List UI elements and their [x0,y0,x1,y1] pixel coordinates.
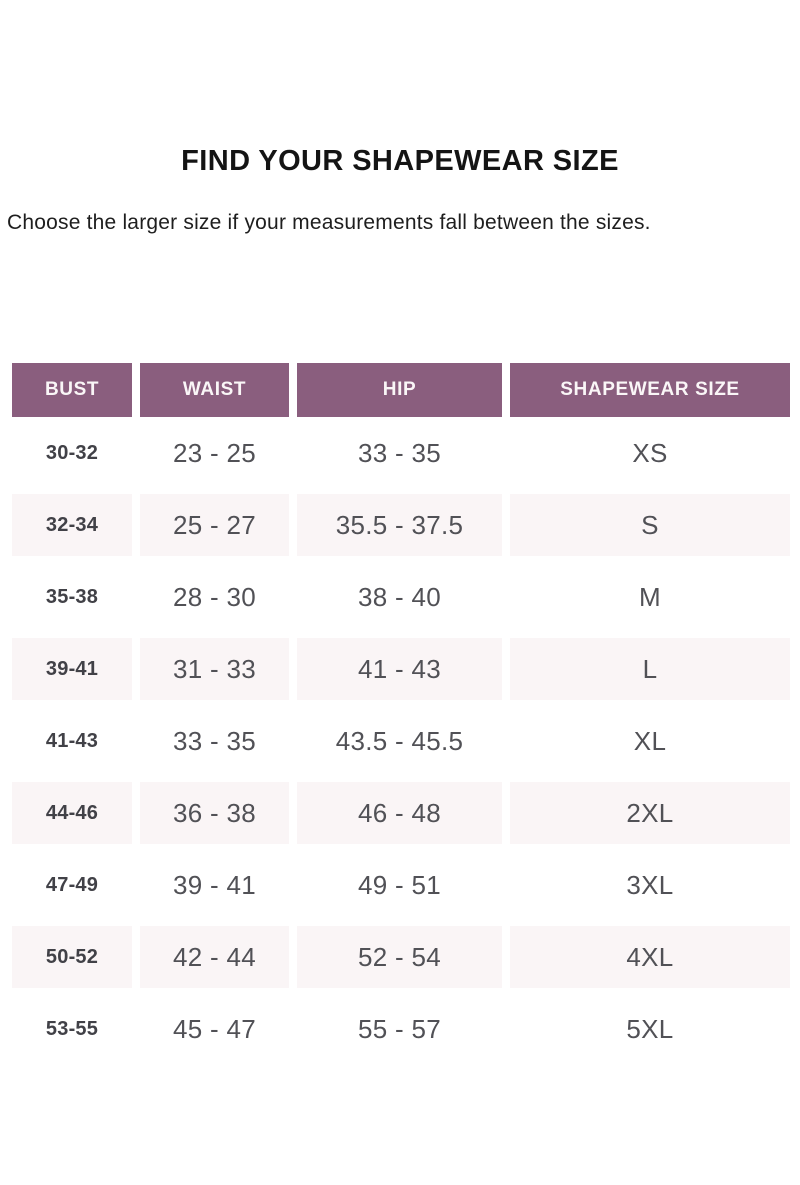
waist-cell: 36 - 38 [140,782,289,845]
size-cell: 3XL [626,869,674,900]
waist-cell: 42 - 44 [140,926,289,989]
bust-cell: 47-49 [45,873,99,896]
bust-cell: 35-38 [45,585,99,608]
size-cell: 4XL [510,926,790,989]
size-cell: L [510,638,790,701]
bust-cell: 53-55 [45,1017,99,1040]
hip-cell: 49 - 51 [357,869,442,900]
hip-cell: 46 - 48 [297,782,502,845]
size-cell: S [510,494,790,557]
waist-cell: 33 - 35 [172,725,257,756]
header-cell-shapewear-size: SHAPEWEAR SIZE [510,363,790,418]
table-row: 35-38 28 - 30 38 - 40 M [12,561,790,633]
bust-cell: 50-52 [12,926,132,989]
size-cell: M [639,581,661,612]
size-cell: 5XL [626,1013,674,1044]
hip-cell: 38 - 40 [357,581,442,612]
size-cell: 2XL [510,782,790,845]
header-cell-bust: BUST [12,363,132,418]
size-table: BUST WAIST HIP SHAPEWEAR SIZE 30-32 23 -… [12,363,790,1065]
size-cell: XL [633,725,667,756]
table-row: 44-46 36 - 38 46 - 48 2XL [12,777,790,849]
waist-cell: 45 - 47 [172,1013,257,1044]
bust-cell: 39-41 [12,638,132,701]
waist-cell: 28 - 30 [172,581,257,612]
bust-cell: 41-43 [45,729,99,752]
header-cell-hip: HIP [297,363,502,418]
hip-cell: 55 - 57 [357,1013,442,1044]
hip-cell: 35.5 - 37.5 [297,494,502,557]
waist-cell: 25 - 27 [140,494,289,557]
waist-cell: 23 - 25 [172,437,257,468]
hip-cell: 52 - 54 [297,926,502,989]
waist-cell: 31 - 33 [140,638,289,701]
size-table-header-row: BUST WAIST HIP SHAPEWEAR SIZE [12,363,790,418]
table-row: 32-34 25 - 27 35.5 - 37.5 S [12,489,790,561]
page-subtitle: Choose the larger size if your measureme… [7,210,651,234]
waist-cell: 39 - 41 [172,869,257,900]
size-cell: XS [632,437,668,468]
page-title: FIND YOUR SHAPEWEAR SIZE [181,145,619,177]
bust-cell: 32-34 [12,494,132,557]
table-row: 47-49 39 - 41 49 - 51 3XL [12,849,790,921]
table-row: 30-32 23 - 25 33 - 35 XS [12,417,790,489]
hip-cell: 43.5 - 45.5 [335,725,464,756]
hip-cell: 33 - 35 [357,437,442,468]
size-table-body: 30-32 23 - 25 33 - 35 XS 32-34 25 - 27 3… [12,417,790,1065]
hip-cell: 41 - 43 [297,638,502,701]
table-row: 39-41 31 - 33 41 - 43 L [12,633,790,705]
table-row: 41-43 33 - 35 43.5 - 45.5 XL [12,705,790,777]
bust-cell: 30-32 [45,441,99,464]
table-row: 50-52 42 - 44 52 - 54 4XL [12,921,790,993]
table-row: 53-55 45 - 47 55 - 57 5XL [12,993,790,1065]
header-cell-waist: WAIST [140,363,289,418]
bust-cell: 44-46 [12,782,132,845]
